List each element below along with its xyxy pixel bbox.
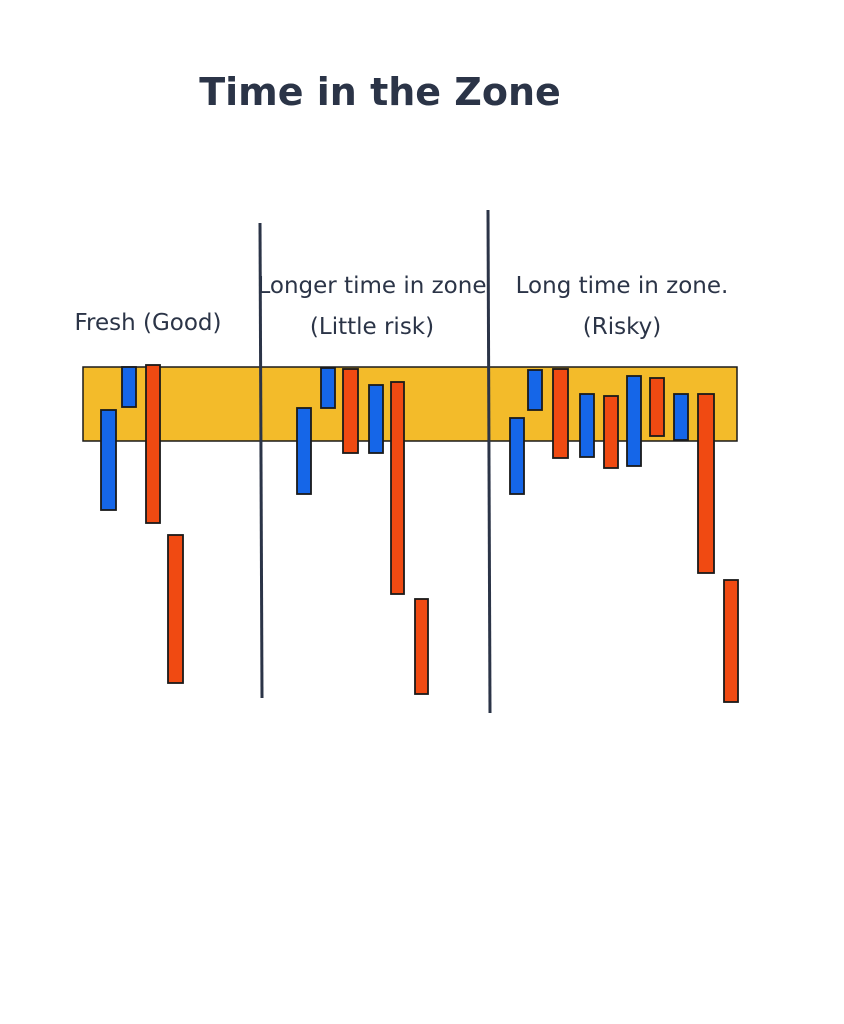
bullish-candle-longer bbox=[296, 407, 312, 495]
bearish-candle-fresh bbox=[145, 364, 161, 524]
bearish-candle-longer bbox=[414, 598, 429, 695]
section-labels: Fresh (Good) Longer time in zone (Little r… bbox=[74, 273, 728, 340]
section-label-long: (Risky) bbox=[583, 314, 661, 340]
section-label-fresh: Fresh (Good) bbox=[74, 310, 221, 336]
bearish-candle-longer bbox=[390, 381, 405, 595]
section-divider bbox=[486, 209, 492, 714]
bearish-candle-fresh bbox=[167, 534, 184, 684]
bearish-candle-long bbox=[552, 368, 569, 459]
bullish-candle-long bbox=[579, 393, 595, 458]
bullish-candle-long bbox=[626, 375, 642, 467]
bullish-candle-long bbox=[527, 369, 543, 411]
bearish-candle-long bbox=[723, 579, 739, 703]
section-divider bbox=[258, 222, 264, 699]
bearish-candle-long bbox=[697, 393, 715, 574]
bearish-candle-longer bbox=[342, 368, 359, 454]
bullish-candle-fresh bbox=[121, 366, 137, 408]
bullish-candle-longer bbox=[368, 384, 384, 454]
bearish-candle-long bbox=[649, 377, 665, 437]
section-label-long: Long time in zone. bbox=[516, 273, 729, 299]
page-title: Time in the Zone bbox=[199, 70, 561, 114]
bullish-candle-long bbox=[509, 417, 525, 495]
bearish-candle-long bbox=[603, 395, 619, 469]
bullish-candle-fresh bbox=[100, 409, 117, 511]
section-label-longer: (Little risk) bbox=[310, 314, 434, 340]
candles bbox=[100, 364, 739, 703]
bullish-candle-longer bbox=[320, 367, 336, 409]
section-label-longer: Longer time in zone bbox=[257, 273, 486, 299]
bullish-candle-long bbox=[673, 393, 689, 441]
